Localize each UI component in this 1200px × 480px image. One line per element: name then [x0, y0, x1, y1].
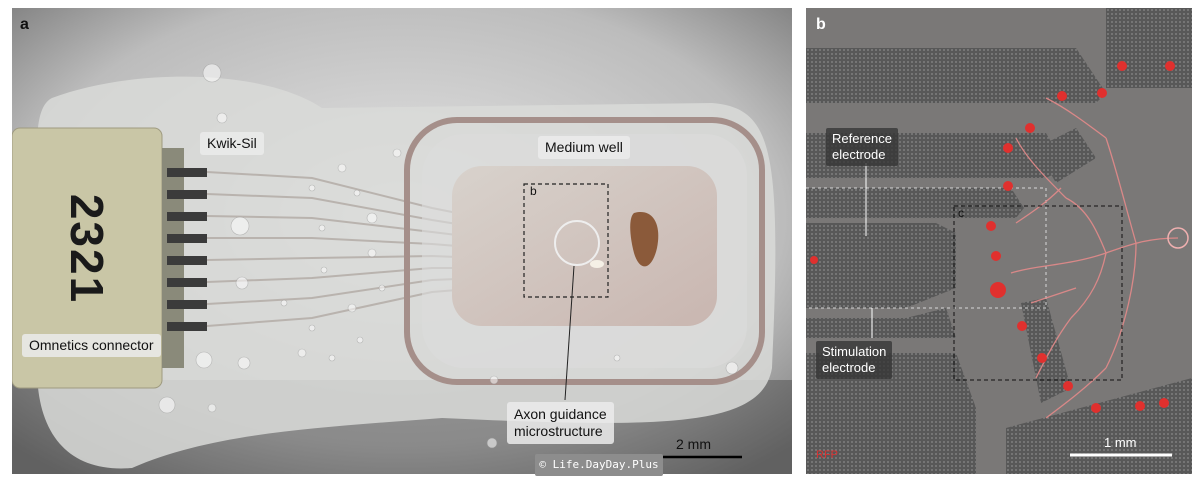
label-medium-well: Medium well	[538, 136, 630, 159]
air-bubbles	[158, 63, 739, 449]
scale-label-b: 1 mm	[1104, 435, 1137, 450]
axon-network	[1010, 97, 1179, 419]
chip-surface	[452, 166, 717, 326]
rfp-cells	[810, 61, 1175, 413]
panel-a-image	[12, 8, 792, 474]
panel-b-image	[806, 8, 1192, 474]
panel-letter-a: a	[20, 16, 29, 33]
scale-label-a: 2 mm	[676, 436, 711, 452]
inset-label-c: c	[958, 206, 964, 220]
axon-pointer-line	[564, 265, 575, 401]
reference-electrode-outline	[806, 187, 1047, 309]
inset-box-c	[953, 205, 1123, 381]
label-stimulation-electrode: Stimulation electrode	[816, 341, 893, 379]
axon-microstructure	[554, 220, 600, 266]
label-reference-electrode: Reference electrode	[826, 128, 898, 166]
label-reference-line2: electrode	[832, 147, 886, 162]
inset-label-b: b	[530, 184, 537, 198]
panel-a-photo: a Kwik-Sil Medium well b Omnetics connec…	[12, 8, 792, 474]
label-axon-guidance: Axon guidance microstructure	[507, 402, 614, 444]
tissue-blob	[630, 212, 659, 267]
inset-box-b	[523, 183, 609, 298]
panel-letter-b: b	[816, 16, 826, 33]
electrode-fingers	[806, 8, 1192, 474]
label-axon-line2: microstructure	[514, 423, 603, 439]
panel-b-micrograph: b Reference electrode c Stimulation elec…	[806, 8, 1192, 474]
label-axon-line1: Axon guidance	[514, 406, 607, 422]
label-stimulation-line2: electrode	[822, 360, 876, 375]
label-rfp-channel: RFP	[816, 449, 838, 461]
label-omnetics-connector: Omnetics connector	[22, 334, 161, 357]
medium-well-outer	[404, 117, 765, 385]
watermark: © Life.DayDay.Plus	[535, 454, 663, 476]
label-kwik-sil: Kwik-Sil	[200, 132, 264, 155]
connector-number: 2321	[61, 193, 114, 305]
connector-pins	[167, 168, 207, 331]
label-stimulation-line1: Stimulation	[822, 344, 887, 359]
label-reference-line1: Reference	[832, 131, 892, 146]
